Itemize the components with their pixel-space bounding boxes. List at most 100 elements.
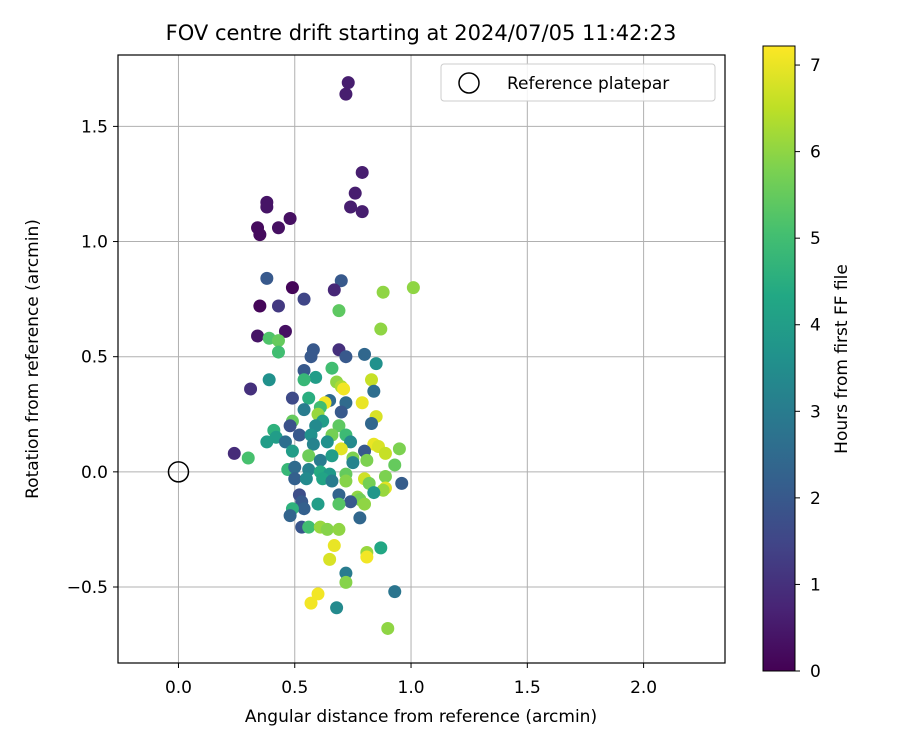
x-tick-label: 0.5	[281, 678, 308, 698]
colorbar-tick-label: 7	[810, 56, 821, 76]
data-point	[358, 497, 372, 511]
data-point	[369, 357, 383, 371]
x-axis-ticks: 0.0 0.5 1.0 1.5 2.0	[165, 663, 657, 698]
data-point	[378, 469, 392, 483]
x-tick-label: 2.0	[630, 678, 657, 698]
data-point	[381, 621, 395, 635]
data-point	[332, 497, 346, 511]
data-point	[244, 382, 258, 396]
data-point	[334, 442, 348, 456]
data-point	[395, 476, 409, 490]
data-point	[355, 396, 369, 410]
data-point	[311, 587, 325, 601]
data-point	[253, 299, 267, 313]
data-point	[285, 281, 299, 295]
colorbar-gradient	[762, 45, 796, 672]
data-point	[325, 449, 339, 463]
data-point	[271, 221, 285, 235]
data-point	[367, 486, 381, 500]
colorbar-tick-label: 0	[810, 662, 821, 682]
grid-lines	[118, 55, 725, 663]
data-point	[325, 474, 339, 488]
data-point	[283, 419, 297, 433]
data-point	[337, 382, 351, 396]
data-point	[320, 435, 334, 449]
data-point	[376, 285, 390, 299]
data-point	[341, 76, 355, 90]
data-point	[320, 522, 334, 536]
data-point	[309, 370, 323, 384]
data-point	[327, 539, 341, 553]
data-point	[297, 364, 311, 378]
data-point	[283, 509, 297, 523]
data-point	[325, 361, 339, 375]
y-tick-label: 1.0	[81, 233, 108, 253]
data-point	[344, 495, 358, 509]
data-point	[332, 488, 346, 502]
data-point	[344, 435, 358, 449]
data-point	[271, 299, 285, 313]
data-point	[297, 373, 311, 387]
data-point	[339, 87, 353, 101]
data-point	[302, 449, 316, 463]
data-point	[253, 228, 267, 242]
data-point	[367, 384, 381, 398]
data-point	[339, 474, 353, 488]
data-point	[283, 212, 297, 226]
data-point	[334, 274, 348, 288]
colorbar-tick-label: 3	[810, 402, 821, 422]
data-point	[360, 550, 374, 564]
data-point	[304, 596, 318, 610]
data-point	[332, 522, 346, 536]
x-tick-label: 1.5	[514, 678, 541, 698]
data-point	[358, 347, 372, 361]
legend-box	[440, 63, 716, 102]
data-point	[311, 497, 325, 511]
data-point	[364, 373, 378, 387]
data-point	[306, 437, 320, 451]
reference-point-marker	[167, 461, 190, 483]
data-point	[278, 324, 292, 338]
data-point	[288, 472, 302, 486]
colorbar-tick-label: 4	[810, 316, 821, 336]
data-point	[260, 271, 274, 285]
colorbar-tick-label: 2	[810, 489, 821, 509]
data-point	[292, 428, 306, 442]
data-point	[271, 334, 285, 348]
data-point	[302, 391, 316, 405]
data-point	[378, 446, 392, 460]
data-point	[288, 460, 302, 474]
y-tick-label: 0.0	[81, 463, 108, 483]
data-point	[285, 391, 299, 405]
colorbar-tick-label: 6	[810, 143, 821, 163]
x-axis-label: Angular distance from reference (arcmin)	[245, 707, 597, 727]
data-point	[271, 345, 285, 359]
data-point	[332, 419, 346, 433]
data-point	[323, 552, 337, 566]
y-tick-label: −0.5	[67, 578, 108, 598]
data-point	[227, 446, 241, 460]
data-point	[388, 458, 402, 472]
data-points	[227, 76, 420, 635]
data-point	[339, 350, 353, 364]
chart-title: FOV centre drift starting at 2024/07/05 …	[166, 21, 677, 45]
data-point	[334, 405, 348, 419]
data-point	[297, 502, 311, 516]
colorbar-tick-label: 1	[810, 575, 821, 595]
data-point	[297, 292, 311, 306]
data-point	[339, 575, 353, 589]
data-point	[297, 403, 311, 417]
data-point	[285, 444, 299, 458]
colorbar: 0 1 2 3 4 5 6 7 Hours from first FF file	[762, 45, 852, 682]
x-tick-label: 0.0	[165, 678, 192, 698]
data-point	[364, 416, 378, 430]
data-point	[262, 373, 276, 387]
data-point	[344, 200, 358, 214]
data-point	[353, 511, 367, 525]
data-point	[392, 442, 406, 456]
legend-open-circle-icon	[458, 72, 480, 94]
data-point	[406, 281, 420, 295]
y-axis-ticks: −0.5 0.0 0.5 1.0 1.5	[67, 117, 118, 598]
data-point	[374, 541, 388, 555]
